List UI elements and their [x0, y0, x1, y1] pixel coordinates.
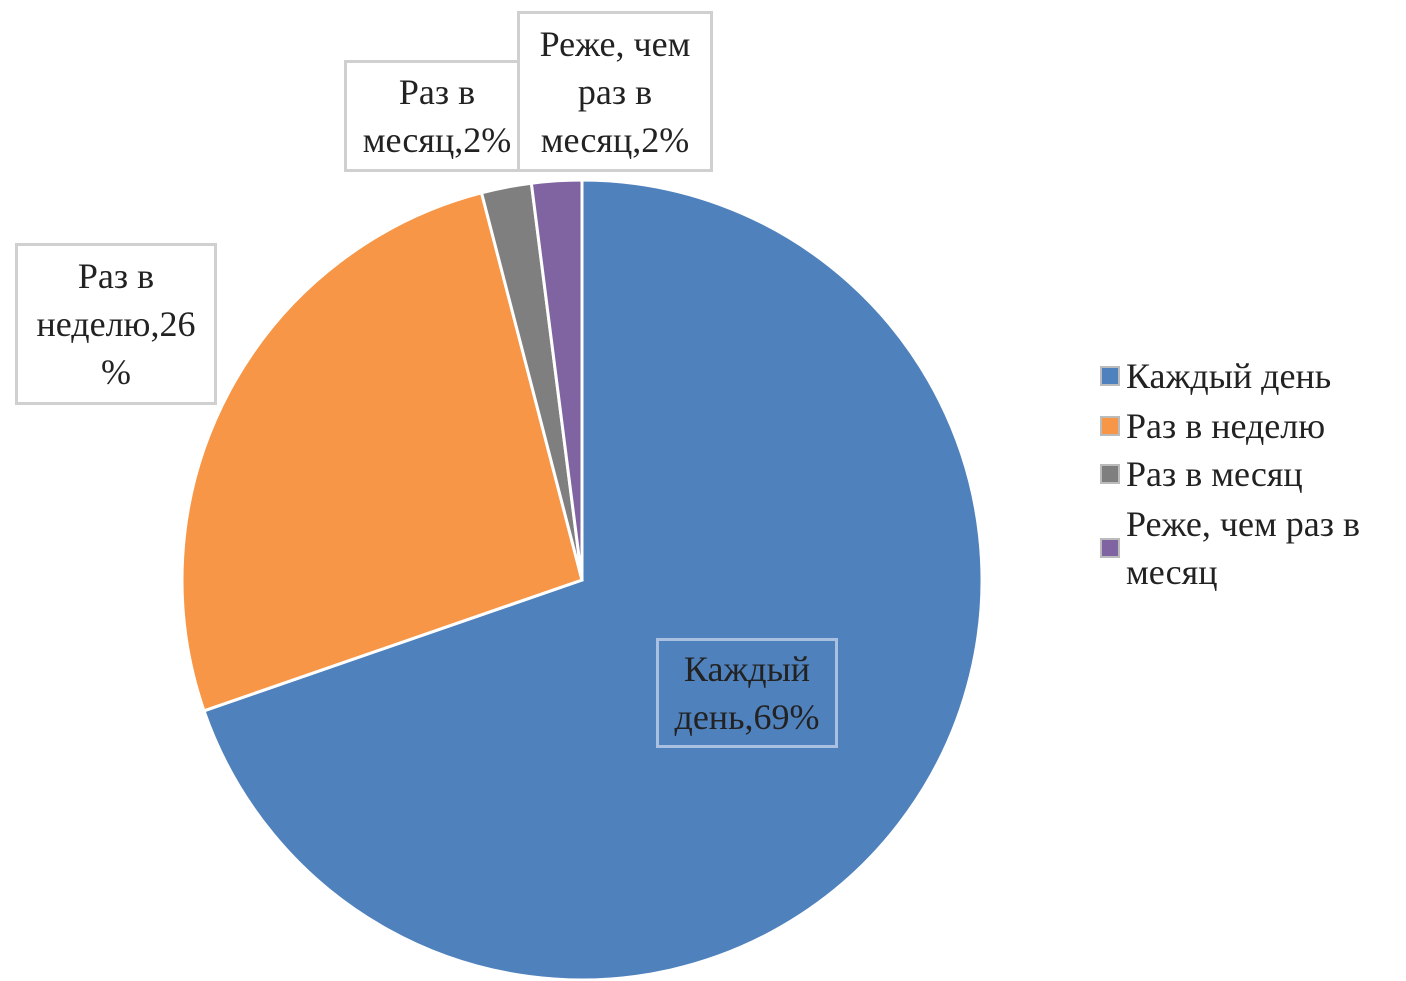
legend-label: Раз в неделю	[1126, 406, 1326, 446]
legend-swatch	[1100, 538, 1120, 558]
legend-item: Раз в неделю	[1100, 402, 1400, 450]
pie-slice	[180, 190, 584, 713]
legend-swatch	[1100, 464, 1120, 484]
pie-slice	[202, 178, 984, 981]
data-label: Раз в месяц,2%	[344, 60, 530, 172]
data-label: Каждый день,69%	[656, 638, 838, 748]
legend-swatch	[1100, 416, 1120, 436]
legend-label: Каждый день	[1126, 356, 1332, 396]
legend-label: Реже, чем раз в месяц	[1126, 504, 1360, 592]
data-label: Раз в неделю,26%	[15, 243, 217, 405]
legend-swatch	[1100, 366, 1120, 386]
legend-item: Реже, чем раз в месяц	[1100, 500, 1400, 596]
legend-label: Раз в месяц	[1126, 454, 1303, 494]
data-label: Реже, чем раз в месяц,2%	[517, 11, 713, 172]
legend-item: Каждый день	[1100, 352, 1400, 400]
pie-slice	[529, 178, 584, 581]
legend-item: Раз в месяц	[1100, 450, 1400, 498]
